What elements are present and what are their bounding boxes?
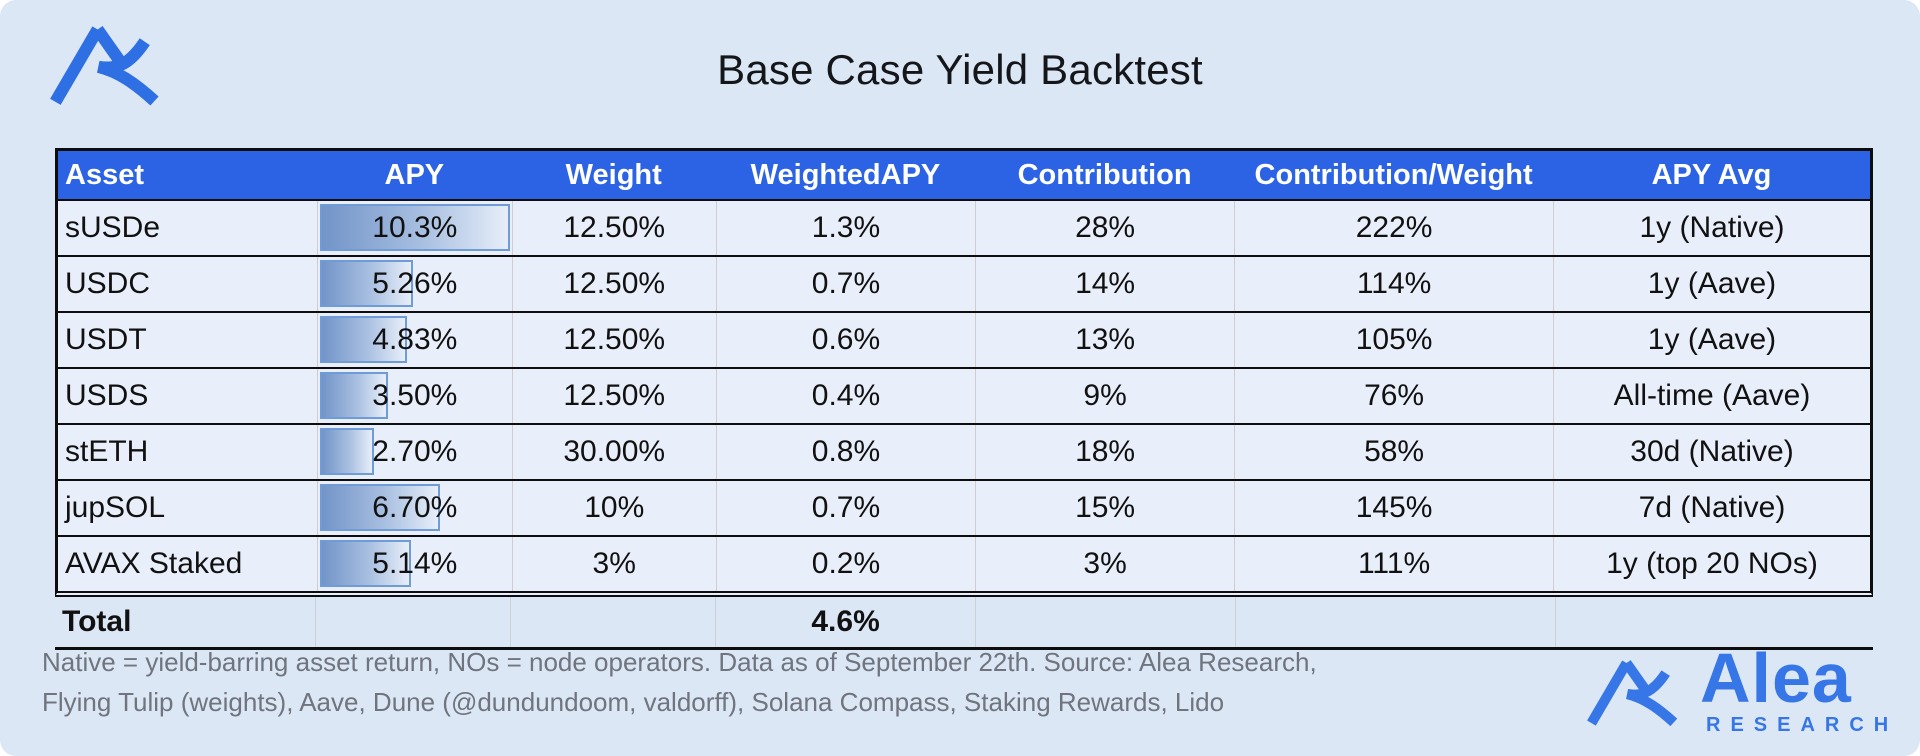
contribution-cell: 9% [975, 369, 1234, 423]
brand-wordmark: Alea [1700, 639, 1852, 717]
header-apy-avg: APY Avg [1651, 158, 1772, 191]
apy-databar [320, 484, 440, 531]
apy-databar [320, 540, 411, 587]
alea-logo-icon [50, 25, 159, 106]
apy-avg-cell: 30d (Native) [1553, 425, 1870, 479]
apy-value: 10.3% [372, 211, 458, 244]
contribution-cell: 15% [975, 481, 1234, 535]
brand-wordmark-sub: RESEARCH [1706, 714, 1899, 736]
weighted-apy-cell: 0.4% [715, 369, 975, 423]
apy-cell: 3.50% [317, 369, 511, 423]
table-row: USDC 5.26% 12.50% 0.7% 14% 114% 1y (Aave… [58, 255, 1870, 311]
weight-cell: 12.50% [511, 201, 716, 255]
apy-avg-cell: 1y (Aave) [1553, 257, 1870, 311]
apy-databar [320, 316, 408, 363]
weighted-apy-cell: 0.7% [715, 481, 975, 535]
asset-cell: USDS [65, 379, 149, 412]
apy-cell: 4.83% [317, 313, 511, 367]
apy-value: 6.70% [372, 491, 458, 524]
asset-cell: jupSOL [65, 491, 166, 524]
apy-databar [320, 204, 510, 251]
header-contribution-weight: Contribution/Weight [1254, 158, 1533, 191]
contribution-cell: 28% [975, 201, 1234, 255]
total-label: Total [62, 605, 132, 638]
apy-avg-cell: 7d (Native) [1553, 481, 1870, 535]
apy-databar [320, 372, 388, 419]
apy-avg-cell: 1y (Aave) [1553, 313, 1870, 367]
asset-cell: USDT [65, 323, 147, 356]
apy-databar [320, 260, 413, 307]
apy-value: 4.83% [372, 323, 458, 356]
contribution-weight-cell: 105% [1234, 313, 1553, 367]
weighted-apy-cell: 0.2% [715, 537, 975, 591]
contribution-cell: 18% [975, 425, 1234, 479]
weighted-apy-cell: 1.3% [715, 201, 975, 255]
apy-cell: 5.26% [317, 257, 511, 311]
contribution-cell: 14% [975, 257, 1234, 311]
table-row: sUSDe 10.3% 12.50% 1.3% 28% 222% 1y (Nat… [58, 199, 1870, 255]
apy-avg-cell: All-time (Aave) [1553, 369, 1870, 423]
asset-cell: USDC [65, 267, 151, 300]
apy-value: 3.50% [372, 379, 458, 412]
weight-cell: 3% [511, 537, 716, 591]
asset-cell: AVAX Staked [65, 547, 243, 580]
header-apy: APY [384, 158, 445, 191]
table-row: AVAX Staked 5.14% 3% 0.2% 3% 111% 1y (to… [58, 535, 1870, 591]
total-contribution-cell [975, 597, 1235, 647]
apy-value: 2.70% [372, 435, 458, 468]
weighted-apy-cell: 0.8% [715, 425, 975, 479]
contribution-weight-cell: 76% [1234, 369, 1553, 423]
total-apy-avg-cell [1554, 597, 1873, 647]
weight-cell: 12.50% [511, 369, 716, 423]
total-weight-cell [510, 597, 715, 647]
apy-avg-cell: 1y (top 20 NOs) [1553, 537, 1870, 591]
alea-research-lockup: Alea RESEARCH [1582, 638, 1888, 748]
apy-cell: 5.14% [317, 537, 511, 591]
total-apy-cell [314, 597, 510, 647]
table-row: USDS 3.50% 12.50% 0.4% 9% 76% All-time (… [58, 367, 1870, 423]
weight-cell: 10% [511, 481, 716, 535]
table-row: stETH 2.70% 30.00% 0.8% 18% 58% 30d (Nat… [58, 423, 1870, 479]
table-row: USDT 4.83% 12.50% 0.6% 13% 105% 1y (Aave… [58, 311, 1870, 367]
total-weighted-apy: 4.6% [715, 597, 975, 647]
apy-databar [320, 428, 375, 475]
header-asset: Asset [65, 158, 144, 191]
apy-cell: 10.3% [317, 201, 511, 255]
weight-cell: 30.00% [511, 425, 716, 479]
contribution-weight-cell: 58% [1234, 425, 1553, 479]
contribution-cell: 3% [975, 537, 1234, 591]
asset-cell: sUSDe [65, 211, 161, 244]
footnote-line-1: Native = yield-barring asset return, NOs… [42, 647, 1317, 677]
table-header-row: Asset APY Weight WeightedAPY Contributio… [58, 151, 1870, 199]
total-contribution-weight-cell [1235, 597, 1555, 647]
apy-cell: 2.70% [317, 425, 511, 479]
header-weight: Weight [565, 158, 662, 191]
asset-cell: stETH [65, 435, 149, 468]
header-contribution: Contribution [1017, 158, 1192, 191]
alea-logo-icon [1587, 660, 1678, 727]
yield-backtest-table: Asset APY Weight WeightedAPY Contributio… [55, 148, 1873, 650]
weighted-apy-cell: 0.7% [715, 257, 975, 311]
apy-value: 5.14% [372, 547, 458, 580]
contribution-cell: 13% [975, 313, 1234, 367]
weight-cell: 12.50% [511, 313, 716, 367]
contribution-weight-cell: 111% [1234, 537, 1553, 591]
contribution-weight-cell: 222% [1234, 201, 1553, 255]
page-title: Base Case Yield Backtest [717, 46, 1203, 93]
weighted-apy-cell: 0.6% [715, 313, 975, 367]
table-box: Asset APY Weight WeightedAPY Contributio… [55, 148, 1873, 597]
table-row: jupSOL 6.70% 10% 0.7% 15% 145% 7d (Nativ… [58, 479, 1870, 535]
footnote-line-2: Flying Tulip (weights), Aave, Dune (@dun… [42, 687, 1225, 717]
apy-avg-cell: 1y (Native) [1553, 201, 1870, 255]
apy-value: 5.26% [372, 267, 458, 300]
weight-cell: 12.50% [511, 257, 716, 311]
source-footnote: Native = yield-barring asset return, NOs… [42, 642, 1472, 722]
header-weighted-apy: WeightedAPY [750, 158, 941, 191]
apy-cell: 6.70% [317, 481, 511, 535]
total-row: Total 4.6% [55, 597, 1873, 650]
contribution-weight-cell: 114% [1234, 257, 1553, 311]
contribution-weight-cell: 145% [1234, 481, 1553, 535]
